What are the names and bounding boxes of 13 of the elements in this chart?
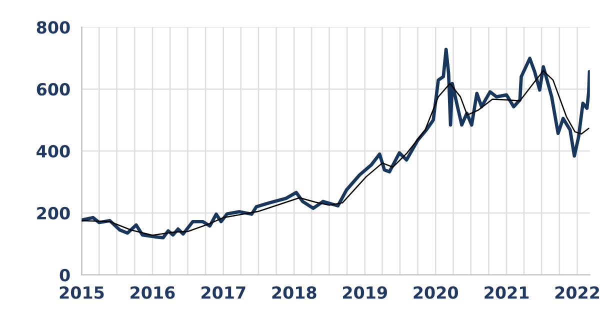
x-tick-label: 2015	[60, 286, 104, 299]
y-tick-label: 200	[37, 206, 70, 220]
y-tick-label: 800	[36, 21, 70, 34]
y-tick-label: 0	[60, 268, 70, 282]
x-tick-label: 2022	[555, 286, 600, 299]
x-tick-label: 2019	[343, 286, 388, 299]
x-tick-label: 2017	[202, 286, 246, 299]
y-tick-label: 400	[36, 144, 70, 158]
x-tick-label: 2016	[130, 286, 175, 299]
x-tick-label: 2020	[414, 286, 458, 299]
x-tick-label: 2018	[272, 286, 316, 299]
x-tick-label: 2021	[484, 286, 529, 299]
y-tick-label: 600	[36, 83, 70, 96]
